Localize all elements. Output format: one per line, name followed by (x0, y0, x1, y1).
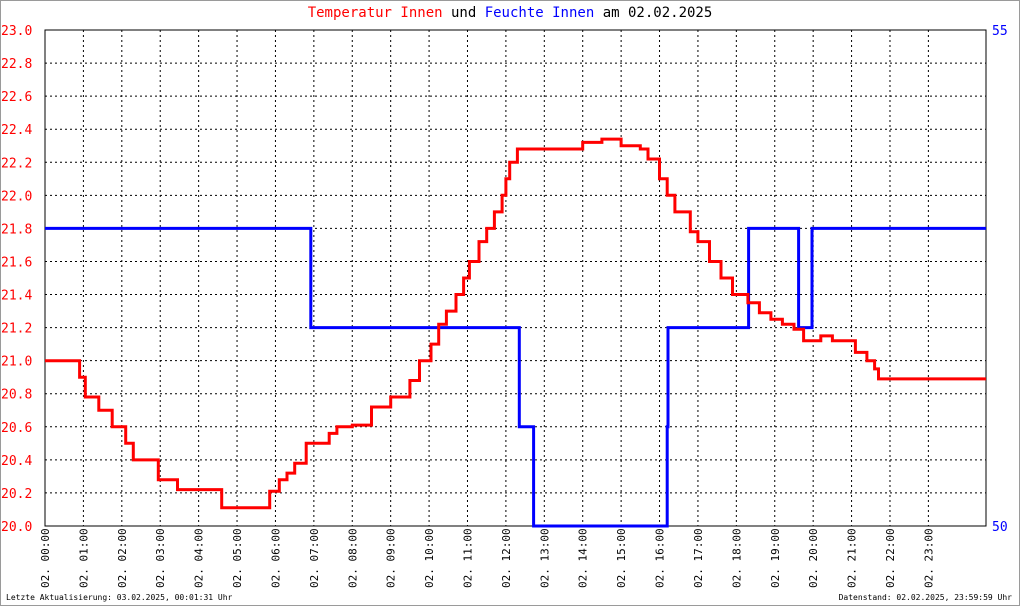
y-left-tick-label: 23.0 (1, 24, 32, 39)
x-tick-label: 02. 13:00 (538, 528, 551, 588)
footer-data-status: Datenstand: 02.02.2025, 23:59:59 Uhr (838, 593, 1012, 602)
x-tick-label: 02. 04:00 (193, 528, 206, 588)
y-right-tick-label: 50 (992, 520, 1008, 535)
chart-title: Temperatur Innen und Feuchte Innen am 02… (0, 5, 1020, 21)
plot-border (44, 29, 987, 527)
title-humidity: Feuchte Innen (484, 5, 595, 21)
x-tick-label: 02. 19:00 (769, 528, 782, 588)
x-tick-label: 02. 07:00 (308, 528, 321, 588)
y-left-tick-label: 22.6 (1, 90, 32, 105)
x-tick-label: 02. 18:00 (730, 528, 743, 588)
x-tick-label: 02. 08:00 (346, 528, 359, 588)
y-left-tick-label: 21.4 (1, 289, 32, 304)
x-tick-label: 02. 23:00 (922, 528, 935, 588)
x-tick-label: 02. 21:00 (846, 528, 859, 588)
series-temperatur-innen-line (45, 137, 986, 510)
y-left-tick-label: 21.8 (1, 222, 32, 237)
x-tick-label: 02. 06:00 (269, 528, 282, 588)
title-connector: und (442, 5, 485, 21)
y-left-tick-label: 20.8 (1, 388, 32, 403)
y-left-tick-label: 20.2 (1, 487, 32, 502)
x-tick-label: 02. 15:00 (615, 528, 628, 588)
y-left-tick-label: 22.2 (1, 156, 32, 171)
series-feuchte-innen-line (45, 226, 986, 528)
x-tick-label: 02. 22:00 (884, 528, 897, 588)
y-left-tick-label: 22.0 (1, 189, 32, 204)
x-tick-label: 02. 09:00 (385, 528, 398, 588)
x-tick-label: 02. 14:00 (577, 528, 590, 588)
y-left-tick-label: 21.2 (1, 322, 32, 337)
y-left-tick-label: 21.0 (1, 355, 32, 370)
y-left-tick-label: 22.4 (1, 123, 32, 138)
x-tick-label: 02. 16:00 (654, 528, 667, 588)
x-tick-label: 02. 12:00 (500, 528, 513, 588)
x-tick-label: 02. 17:00 (692, 528, 705, 588)
title-date: am 02.02.2025 (594, 5, 713, 21)
title-temperature: Temperatur Innen (307, 5, 443, 21)
y-left-tick-label: 20.0 (1, 520, 32, 535)
x-tick-label: 02. 03:00 (154, 528, 167, 588)
y-left-tick-label: 20.4 (1, 454, 32, 469)
x-tick-label: 02. 05:00 (231, 528, 244, 588)
x-tick-label: 02. 10:00 (423, 528, 436, 588)
x-tick-label: 02. 01:00 (77, 528, 90, 588)
x-tick-label: 02. 20:00 (807, 528, 820, 588)
x-tick-label: 02. 02:00 (116, 528, 129, 588)
x-tick-label: 02. 11:00 (461, 528, 474, 588)
y-left-tick-label: 22.8 (1, 57, 32, 72)
y-right-tick-label: 55 (992, 24, 1008, 39)
x-tick-label: 02. 00:00 (39, 528, 52, 588)
y-left-tick-label: 21.6 (1, 255, 32, 270)
y-left-tick-label: 20.6 (1, 421, 32, 436)
footer-last-update: Letzte Aktualisierung: 03.02.2025, 00:01… (6, 593, 233, 602)
